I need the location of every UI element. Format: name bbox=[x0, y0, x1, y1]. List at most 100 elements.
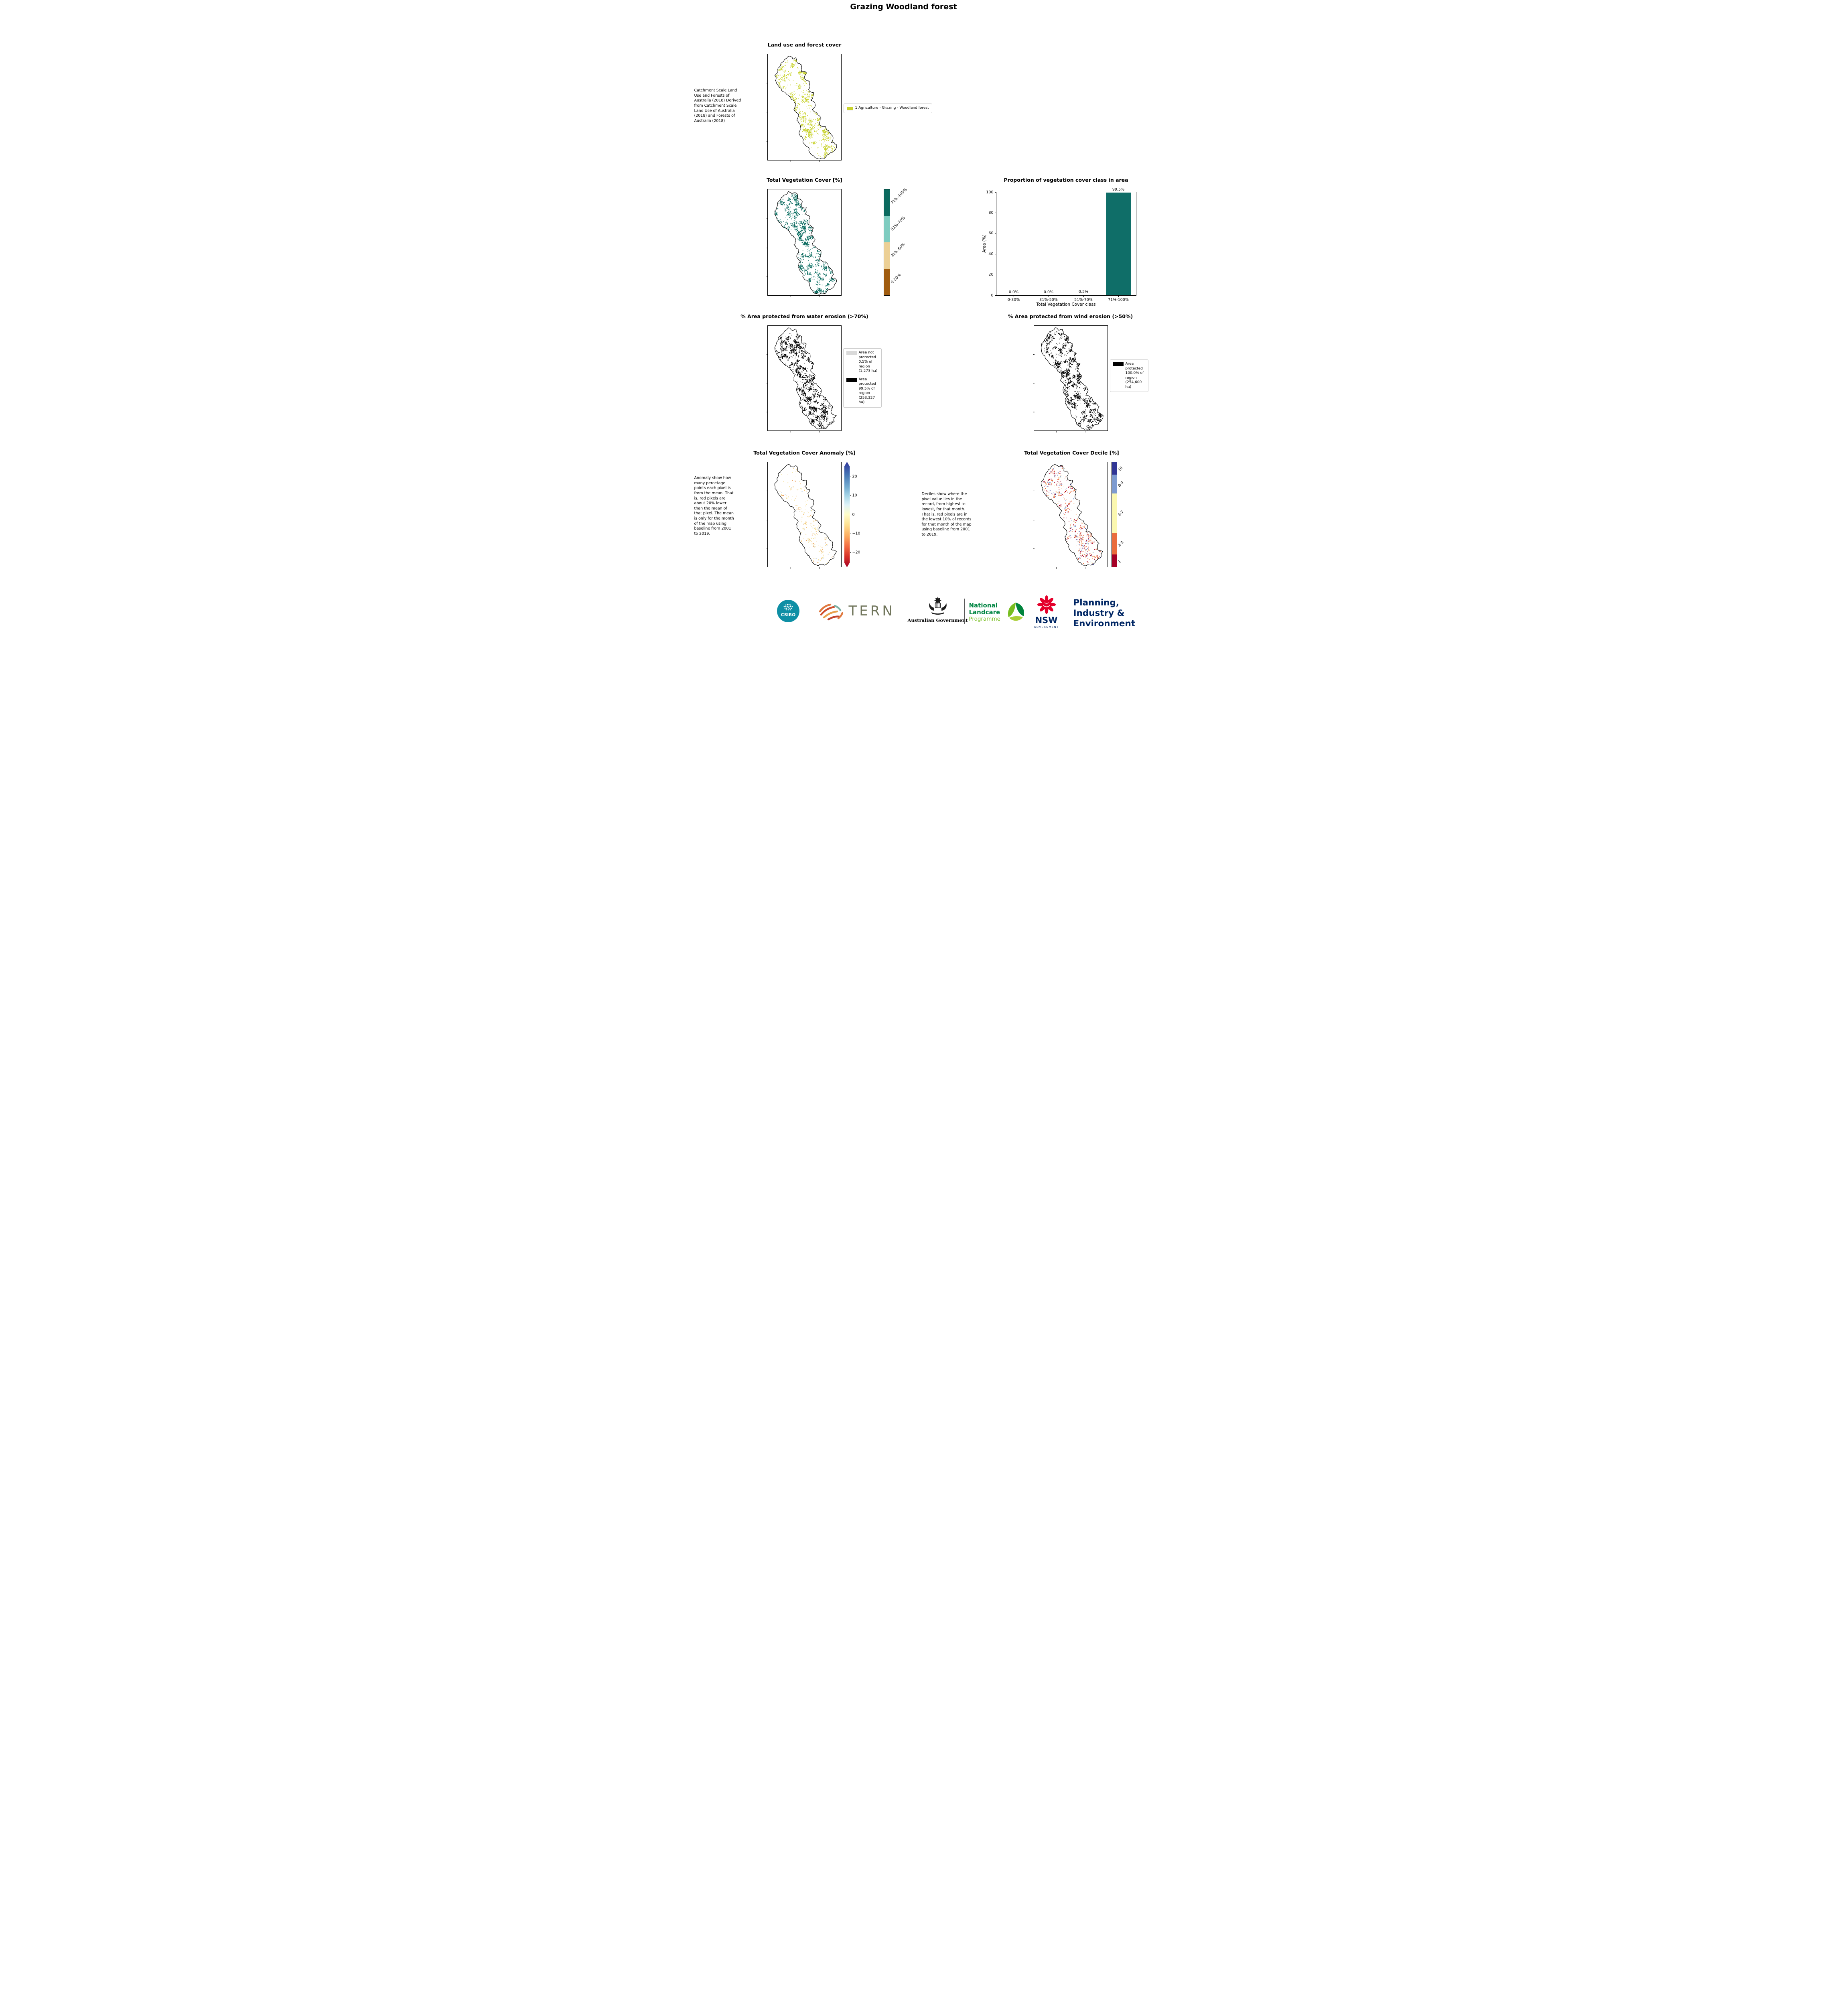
national-landcare-programme-logo: National Landcare Programme bbox=[969, 601, 1027, 623]
land-use-title: Land use and forest cover bbox=[767, 42, 842, 48]
land-use-source-note: Catchment Scale Land Use and Forests of … bbox=[694, 88, 741, 123]
decile-colorbar: 10 8-9 4-7 2-3 1 bbox=[1111, 462, 1124, 567]
colorbar-segment bbox=[884, 189, 890, 216]
veg-cover-colorbar: 71%-100% 51%-70% 31%-50% 0-30% bbox=[883, 187, 908, 296]
csiro-wordmark: CSIRO bbox=[781, 613, 795, 617]
land-use-map bbox=[766, 54, 842, 162]
nlp-line-landcare: Landcare bbox=[969, 608, 1000, 616]
nsw-wordmark: NSW bbox=[1035, 615, 1058, 625]
bar-value-label: 0.0% bbox=[1043, 290, 1054, 294]
colorbar-segment bbox=[884, 242, 890, 269]
anomaly-colorbar-tick-label: 20 bbox=[852, 474, 857, 479]
nsw-government-logo: NSW GOVERNMENT bbox=[1032, 595, 1061, 629]
page-title: Grazing Woodland forest bbox=[850, 2, 957, 11]
wind-erosion-map bbox=[1033, 325, 1108, 432]
water-erosion-map bbox=[766, 325, 842, 432]
catchment-outline bbox=[1041, 327, 1103, 430]
colorbar-label: 71%-100% bbox=[890, 187, 908, 205]
anomaly-colorbar-tick-label: −10 bbox=[852, 531, 860, 536]
y-tick-label: 20 bbox=[988, 272, 994, 277]
legend-label-area-protected-wind: Area protected 100.0% of region (254,600… bbox=[1125, 362, 1144, 389]
colorbar-segment bbox=[1112, 462, 1117, 475]
y-tick-label: 60 bbox=[988, 231, 994, 236]
nlp-line-programme: Programme bbox=[969, 616, 1000, 623]
anomaly-map-canvas bbox=[766, 464, 837, 569]
land-use-legend-label: 1 Agriculture - Grazing - Woodland fores… bbox=[855, 106, 929, 110]
decile-map-canvas bbox=[1033, 464, 1103, 569]
planning-industry-environment-logo: Planning, Industry & Environment bbox=[1073, 598, 1136, 629]
footer-logos: CSIRO TERN bbox=[693, 593, 1155, 641]
legend-swatch-area-protected-wind bbox=[1113, 362, 1124, 366]
report-page: Grazing Woodland forest Catchment Scale … bbox=[693, 0, 1155, 641]
veg-cover-map-canvas bbox=[766, 191, 837, 297]
tern-australia-icon bbox=[819, 603, 843, 621]
catchment-outline bbox=[774, 56, 837, 159]
bar-value-label: 99.5% bbox=[1112, 187, 1125, 192]
waratah-icon bbox=[1037, 595, 1056, 614]
coat-of-arms-icon bbox=[929, 597, 947, 615]
decile-map bbox=[1033, 462, 1108, 569]
x-tick-label: 51%-70% bbox=[1074, 298, 1093, 302]
legend-swatch-area-protected bbox=[846, 378, 857, 382]
anomaly-map bbox=[766, 462, 842, 569]
x-tickmark bbox=[1083, 295, 1084, 297]
tern-logo: TERN bbox=[816, 600, 895, 622]
colorbar-label: 8-9 bbox=[1117, 480, 1125, 488]
colorbar-segment bbox=[1112, 554, 1117, 567]
y-tickmark bbox=[994, 295, 996, 296]
colorbar-label: 2-3 bbox=[1117, 540, 1125, 548]
footer-divider bbox=[964, 599, 965, 624]
anomaly-colorbar-tick-label: −20 bbox=[852, 550, 860, 555]
x-tick-label: 71%-100% bbox=[1108, 298, 1129, 302]
colorbar-segment bbox=[1112, 533, 1117, 554]
pie-line-industry: Industry & bbox=[1073, 608, 1125, 618]
pie-line-planning: Planning, bbox=[1073, 598, 1119, 608]
nsw-government-label: GOVERNMENT bbox=[1034, 625, 1059, 629]
colorbar-segment bbox=[884, 216, 890, 242]
anomaly-colorbar-tickmark bbox=[850, 495, 851, 496]
land-use-map-canvas bbox=[766, 56, 837, 162]
bar-71%-100% bbox=[1106, 193, 1131, 295]
tern-wordmark: TERN bbox=[848, 603, 895, 619]
wind-erosion-title: % Area protected from wind erosion (>50%… bbox=[1008, 313, 1133, 319]
bar-value-label: 0.5% bbox=[1078, 289, 1089, 294]
land-use-legend: 1 Agriculture - Grazing - Woodland fores… bbox=[843, 104, 932, 113]
csiro-icon: CSIRO bbox=[777, 600, 799, 622]
colorbar-label: 4-7 bbox=[1117, 510, 1125, 518]
national-landcare-wordmark: National Landcare Programme bbox=[969, 602, 1000, 623]
x-tick-label: 0-30% bbox=[1007, 298, 1020, 302]
anomaly-title: Total Vegetation Cover Anomaly [%] bbox=[753, 450, 856, 456]
water-erosion-title: % Area protected from water erosion (>70… bbox=[740, 313, 868, 319]
decile-note: Deciles show where the pixel value lies … bbox=[921, 492, 972, 537]
vegetation-cover-bar-chart: 0.0% 0-30% 0.0% 31%-50% 0.5% 51%-70% 99.5% 71%-… bbox=[986, 187, 1136, 302]
legend-label-area-protected: Area protected 99.5% of region (253,327 … bbox=[858, 377, 876, 405]
bar-chart-xlabel: Total Vegetation Cover class bbox=[1036, 302, 1096, 307]
australian-government-logo: Australian Government bbox=[905, 596, 971, 623]
anomaly-colorbar-tickmark bbox=[850, 552, 851, 553]
wind-erosion-map-canvas bbox=[1033, 327, 1104, 432]
bar-chart-title: Proportion of vegetation cover class in … bbox=[1004, 177, 1128, 183]
legend-swatch-area-not-protected bbox=[846, 351, 857, 355]
legend-label-area-not-protected: Area not protected 0.5% of region (1,273… bbox=[858, 351, 878, 374]
wind-erosion-legend: Area protected 100.0% of region (254,600… bbox=[1110, 359, 1148, 392]
y-tick-label: 40 bbox=[988, 252, 994, 256]
y-tick-label: 100 bbox=[986, 190, 994, 195]
water-erosion-map-canvas bbox=[766, 327, 837, 432]
landcare-leaf-icon bbox=[1008, 603, 1024, 621]
y-tickmark bbox=[994, 233, 996, 234]
anomaly-colorbar: 20 10 0 −10 −20 bbox=[844, 462, 860, 567]
bar-chart-ylabel: Area (%) bbox=[982, 234, 987, 253]
colorbar-segment bbox=[1112, 493, 1117, 534]
veg-cover-title: Total Vegetation Cover [%] bbox=[767, 177, 842, 183]
catchment-outline bbox=[774, 191, 837, 294]
pie-line-environment: Environment bbox=[1073, 618, 1136, 629]
nlp-line-national: National bbox=[969, 601, 998, 609]
csiro-logo: CSIRO bbox=[777, 599, 800, 624]
y-tick-label: 80 bbox=[988, 210, 994, 215]
anomaly-colorbar-tick-label: 10 bbox=[852, 493, 857, 498]
y-tickmark bbox=[994, 192, 996, 193]
australian-government-wordmark: Australian Government bbox=[907, 617, 968, 623]
colorbar-label: 0-30% bbox=[890, 272, 902, 285]
colorbar-label: 31%-50% bbox=[890, 242, 906, 258]
decile-title: Total Vegetation Cover Decile [%] bbox=[1024, 450, 1119, 456]
